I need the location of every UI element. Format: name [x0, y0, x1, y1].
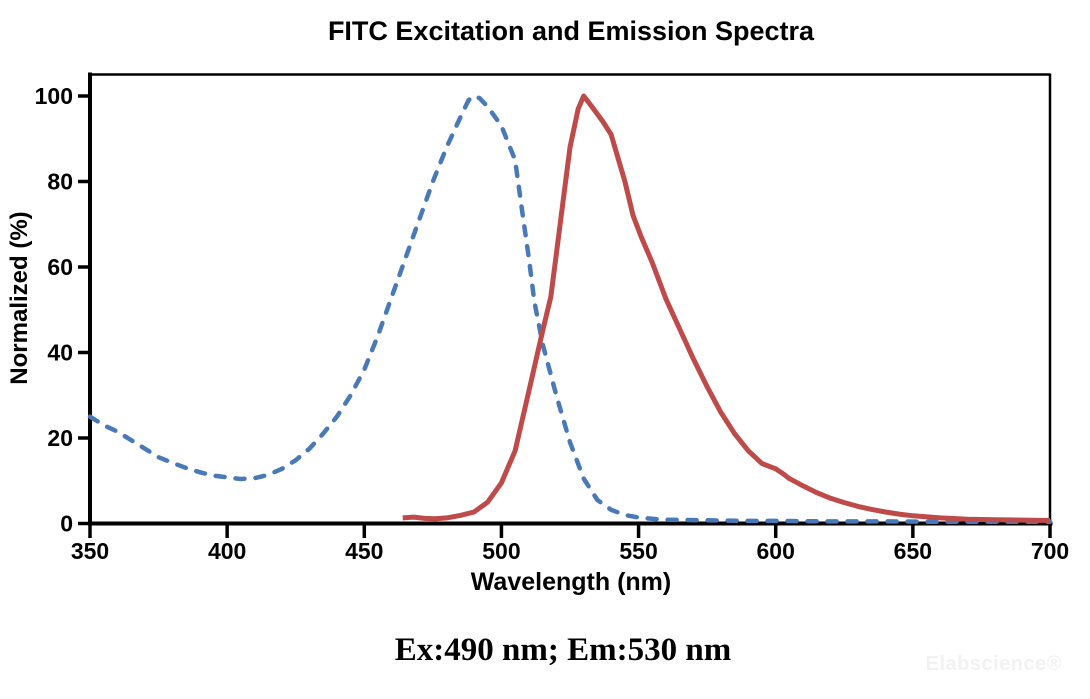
x-tick-label: 400: [208, 538, 246, 564]
y-tick-label: 80: [47, 169, 73, 195]
excitation-curve: [87, 93, 1053, 525]
x-tick-label: 700: [1031, 538, 1069, 564]
y-tick-label: 40: [47, 340, 73, 366]
x-axis-title: Wavelength (nm): [470, 568, 672, 596]
x-tick-label: 650: [894, 538, 932, 564]
y-tick-label: 20: [47, 425, 73, 451]
x-tick-label: 550: [619, 538, 657, 564]
y-tick-label: 0: [60, 511, 73, 537]
ex-em-annotation: Ex:490 nm; Em:530 nm: [394, 632, 732, 668]
y-axis-title: Normalized (%): [6, 211, 33, 385]
x-tick-label: 500: [482, 538, 520, 564]
x-tick-label: 350: [71, 538, 109, 564]
x-tick-label: 450: [345, 538, 383, 564]
watermark-logo: Elabscience®: [925, 653, 1062, 675]
chart-title: FITC Excitation and Emission Spectra: [327, 16, 815, 46]
y-tick-label: 60: [47, 254, 73, 280]
y-tick-label: 100: [35, 83, 73, 109]
x-tick-label: 600: [757, 538, 795, 564]
emission-curve: [402, 93, 1051, 523]
